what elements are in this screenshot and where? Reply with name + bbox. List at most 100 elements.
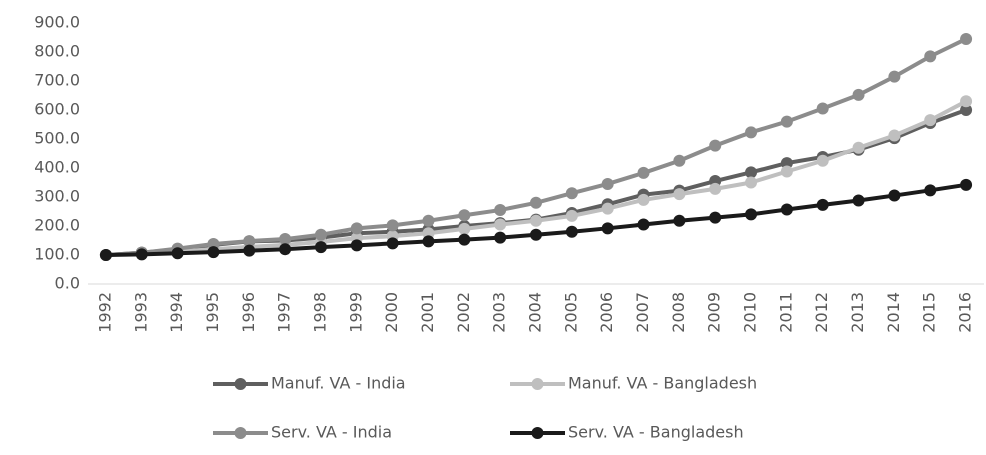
point xyxy=(816,198,829,211)
point xyxy=(350,222,363,235)
y-tick-label: 0.0 xyxy=(55,274,80,293)
point xyxy=(458,233,471,246)
point xyxy=(960,95,973,108)
point xyxy=(171,247,184,260)
point xyxy=(888,189,901,202)
x-tick-label: 1996 xyxy=(239,292,258,333)
x-tick-label: 2012 xyxy=(812,292,831,333)
x-tick-label: 2006 xyxy=(597,292,616,333)
y-tick-label: 900.0 xyxy=(34,13,80,32)
point xyxy=(279,243,292,256)
x-tick-label: 2009 xyxy=(705,292,724,333)
point xyxy=(458,209,471,222)
point xyxy=(960,104,973,116)
point xyxy=(816,154,829,167)
x-tick-label: 2008 xyxy=(669,292,688,333)
point xyxy=(494,231,507,244)
point xyxy=(458,222,471,235)
point xyxy=(780,157,793,170)
x-tick-label: 2007 xyxy=(633,292,652,333)
point xyxy=(565,209,578,222)
x-tick-label: 2010 xyxy=(741,292,760,333)
point xyxy=(422,235,435,248)
point xyxy=(780,165,793,178)
y-tick-label: 600.0 xyxy=(34,100,80,119)
x-tick-label: 2002 xyxy=(454,292,473,333)
point xyxy=(852,194,865,207)
point xyxy=(99,249,112,261)
legend-marker xyxy=(531,427,544,439)
point xyxy=(637,193,650,206)
point xyxy=(924,114,937,127)
point xyxy=(960,32,973,45)
x-tick-label: 1992 xyxy=(95,292,114,333)
y-tick-label: 700.0 xyxy=(34,71,80,90)
x-tick-label: 2003 xyxy=(490,292,509,333)
x-tick-label: 2013 xyxy=(848,292,867,333)
x-tick-label: 1999 xyxy=(346,292,365,333)
point xyxy=(745,166,758,179)
y-tick-label: 800.0 xyxy=(34,42,80,61)
point xyxy=(601,177,614,190)
point xyxy=(530,228,542,241)
legend-marker xyxy=(234,378,247,390)
point xyxy=(350,239,363,252)
point xyxy=(601,222,614,235)
point xyxy=(565,225,578,238)
point xyxy=(243,244,256,257)
point xyxy=(888,129,901,142)
point xyxy=(745,208,758,221)
y-tick-label: 200.0 xyxy=(34,216,80,235)
legend-marker xyxy=(531,378,544,390)
point xyxy=(243,235,256,248)
point xyxy=(565,187,578,200)
point xyxy=(314,228,327,241)
point xyxy=(673,154,686,167)
x-tick-label: 1994 xyxy=(167,292,186,333)
x-tick-label: 1993 xyxy=(131,292,150,333)
point xyxy=(422,214,435,227)
point xyxy=(745,126,758,139)
point xyxy=(709,139,722,152)
point xyxy=(780,115,793,128)
legend-label: Manuf. VA - Bangladesh xyxy=(568,374,757,393)
x-tick-label: 2015 xyxy=(920,292,939,333)
x-tick-label: 2000 xyxy=(382,292,401,333)
point xyxy=(637,218,650,231)
point xyxy=(386,219,399,232)
point xyxy=(530,196,542,209)
point xyxy=(960,178,973,191)
legend-label: Serv. VA - India xyxy=(271,423,392,442)
x-tick-label: 2004 xyxy=(526,292,545,333)
point xyxy=(494,218,507,231)
point xyxy=(530,214,542,227)
y-tick-label: 100.0 xyxy=(34,245,80,264)
x-tick-label: 2005 xyxy=(561,292,580,333)
point xyxy=(745,176,758,189)
point xyxy=(279,233,292,246)
point xyxy=(314,241,327,254)
x-tick-label: 2016 xyxy=(956,292,975,333)
x-tick-label: 2014 xyxy=(884,292,903,333)
point xyxy=(780,203,793,216)
x-tick-label: 2011 xyxy=(776,292,795,333)
point xyxy=(852,88,865,101)
point xyxy=(888,70,901,83)
point xyxy=(207,246,220,259)
point xyxy=(816,102,829,115)
point xyxy=(673,188,686,201)
point xyxy=(135,248,148,261)
x-tick-label: 1995 xyxy=(203,292,222,333)
point xyxy=(924,184,937,197)
point xyxy=(852,141,865,154)
x-tick-label: 1998 xyxy=(310,292,329,333)
y-tick-label: 400.0 xyxy=(34,158,80,177)
point xyxy=(709,211,722,224)
legend-label: Serv. VA - Bangladesh xyxy=(568,423,744,442)
point xyxy=(637,166,650,179)
point xyxy=(601,202,614,215)
x-tick-label: 1997 xyxy=(275,292,294,333)
legend-marker xyxy=(234,427,247,439)
